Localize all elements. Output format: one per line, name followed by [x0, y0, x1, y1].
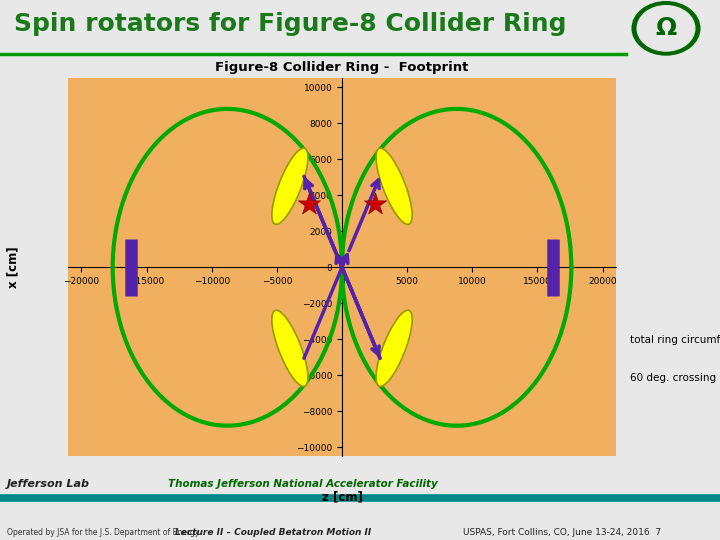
Ellipse shape [272, 310, 308, 387]
Circle shape [637, 6, 695, 51]
Ellipse shape [376, 310, 412, 387]
X-axis label: z [cm]: z [cm] [322, 490, 362, 503]
Text: USPAS, Fort Collins, CO, June 13-24, 2016  7: USPAS, Fort Collins, CO, June 13-24, 201… [462, 528, 661, 537]
Ellipse shape [272, 148, 308, 225]
Text: Operated by JSA for the J.S. Department of Energy: Operated by JSA for the J.S. Department … [7, 528, 199, 537]
Text: Lecture II – Coupled Betatron Motion II: Lecture II – Coupled Betatron Motion II [176, 528, 372, 537]
Circle shape [632, 2, 700, 55]
Text: Ω: Ω [655, 16, 677, 40]
Title: Figure-8 Collider Ring -  Footprint: Figure-8 Collider Ring - Footprint [215, 62, 469, 75]
Text: 60 deg. crossing: 60 deg. crossing [630, 373, 716, 383]
Text: Jefferson Lab: Jefferson Lab [7, 479, 90, 489]
Y-axis label: x [cm]: x [cm] [6, 246, 19, 288]
Text: total ring circumference ~1000 m: total ring circumference ~1000 m [630, 335, 720, 345]
Ellipse shape [376, 148, 412, 225]
Point [304, 200, 315, 208]
Point [369, 200, 380, 208]
Text: Thomas Jefferson National Accelerator Facility: Thomas Jefferson National Accelerator Fa… [168, 479, 437, 489]
Text: Spin rotators for Figure-8 Collider Ring: Spin rotators for Figure-8 Collider Ring [14, 12, 567, 36]
